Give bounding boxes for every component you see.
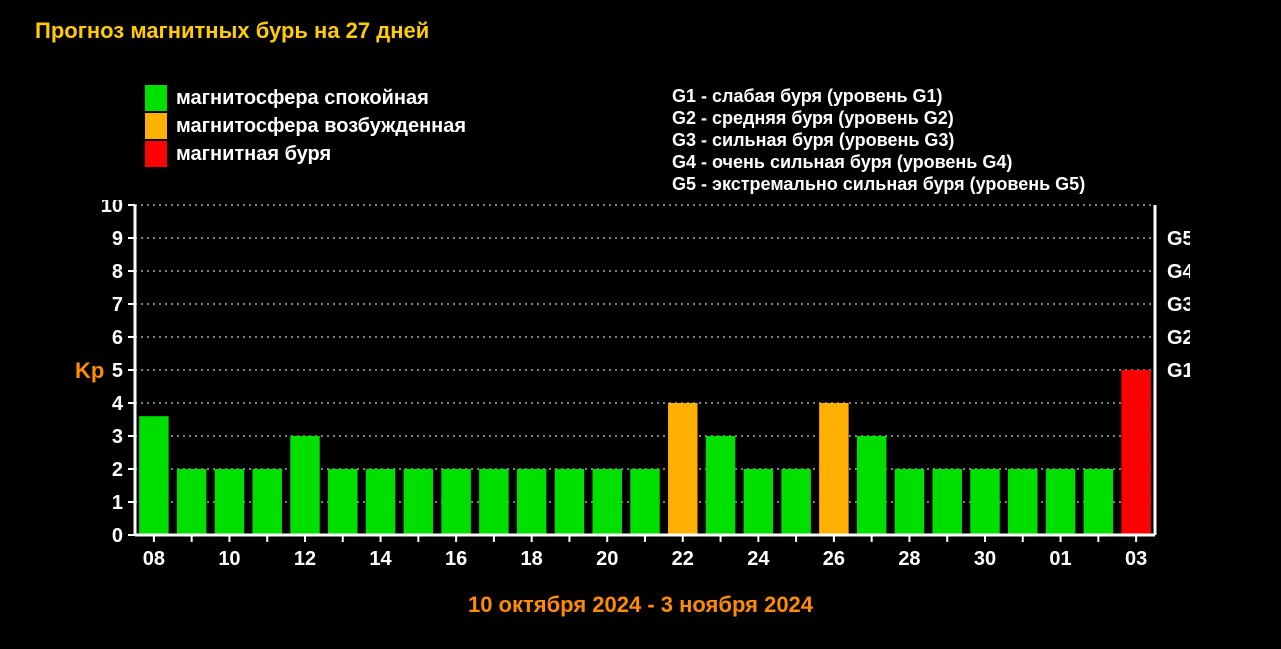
- y-tick-label: 2: [112, 459, 123, 481]
- chart-bar: [252, 469, 281, 535]
- y-tick-label: 7: [112, 294, 123, 316]
- chart-bar: [1121, 370, 1150, 535]
- chart-bar: [139, 416, 168, 535]
- chart-bar: [1084, 469, 1113, 535]
- y-tick-label: 0: [112, 525, 123, 547]
- y-tick-label: 5: [112, 360, 123, 382]
- legend-item: магнитосфера спокойная: [145, 85, 466, 111]
- y-tick-label: 1: [112, 492, 123, 514]
- chart-bar: [366, 469, 395, 535]
- chart-bar: [592, 469, 621, 535]
- x-tick-label: 18: [521, 548, 543, 570]
- chart-bar: [706, 436, 735, 535]
- x-tick-label: 14: [369, 548, 392, 570]
- x-tick-label: 22: [672, 548, 694, 570]
- x-tick-label: 16: [445, 548, 467, 570]
- x-tick-label: 03: [1125, 548, 1147, 570]
- right-axis-label: G1: [1167, 360, 1190, 382]
- legend-swatch: [145, 141, 167, 167]
- x-tick-label: 12: [294, 548, 316, 570]
- legend-label: магнитосфера спокойная: [176, 87, 429, 110]
- chart-bar: [290, 436, 319, 535]
- g-level-line: G3 - сильная буря (уровень G3): [672, 129, 1085, 151]
- right-axis-label: G5: [1167, 228, 1190, 250]
- legend-label: магнитная буря: [176, 143, 331, 166]
- chart-bar: [1046, 469, 1075, 535]
- chart-bar: [744, 469, 773, 535]
- x-tick-label: 08: [143, 548, 165, 570]
- g-level-line: G5 - экстремально сильная буря (уровень …: [672, 173, 1085, 195]
- chart-bar: [215, 469, 244, 535]
- g-levels-list: G1 - слабая буря (уровень G1)G2 - средня…: [672, 85, 1085, 195]
- right-axis-label: G4: [1167, 261, 1190, 283]
- kp-bar-chart: 0123456789100810121416182022242628300103…: [70, 200, 1190, 580]
- x-tick-label: 28: [898, 548, 920, 570]
- x-tick-label: 26: [823, 548, 845, 570]
- x-tick-label: 10: [218, 548, 240, 570]
- y-tick-label: 3: [112, 426, 123, 448]
- x-tick-label: 20: [596, 548, 618, 570]
- y-tick-label: 9: [112, 228, 123, 250]
- chart-bar: [668, 403, 697, 535]
- g-level-line: G2 - средняя буря (уровень G2): [672, 107, 1085, 129]
- chart-bar: [555, 469, 584, 535]
- chart-bar: [441, 469, 470, 535]
- chart-bar: [404, 469, 433, 535]
- x-tick-label: 01: [1049, 548, 1071, 570]
- y-tick-label: 10: [101, 200, 123, 217]
- y-axis-title: Kp: [75, 358, 104, 383]
- chart-bar: [177, 469, 206, 535]
- chart-bar: [328, 469, 357, 535]
- chart-bar: [970, 469, 999, 535]
- legend-item: магнитная буря: [145, 141, 466, 167]
- x-tick-label: 30: [974, 548, 996, 570]
- legend-item: магнитосфера возбужденная: [145, 113, 466, 139]
- y-tick-label: 8: [112, 261, 123, 283]
- x-tick-label: 24: [747, 548, 770, 570]
- g-level-line: G4 - очень сильная буря (уровень G4): [672, 151, 1085, 173]
- right-axis-label: G2: [1167, 327, 1190, 349]
- chart-bar: [630, 469, 659, 535]
- chart-bar: [819, 403, 848, 535]
- chart-subtitle: 10 октября 2024 - 3 ноября 2024: [0, 592, 1281, 618]
- legend-swatch: [145, 85, 167, 111]
- g-level-line: G1 - слабая буря (уровень G1): [672, 85, 1085, 107]
- legend-label: магнитосфера возбужденная: [176, 115, 466, 138]
- chart-bar: [932, 469, 961, 535]
- chart-bar: [1008, 469, 1037, 535]
- chart-bar: [479, 469, 508, 535]
- chart-bar: [781, 469, 810, 535]
- chart-bar: [857, 436, 886, 535]
- right-axis-label: G3: [1167, 294, 1190, 316]
- legend-swatch: [145, 113, 167, 139]
- y-tick-label: 6: [112, 327, 123, 349]
- chart-bar: [895, 469, 924, 535]
- page-title: Прогноз магнитных бурь на 27 дней: [35, 18, 429, 44]
- legend: магнитосфера спокойная магнитосфера возбу…: [145, 85, 466, 169]
- y-tick-label: 4: [112, 393, 124, 415]
- chart-bar: [517, 469, 546, 535]
